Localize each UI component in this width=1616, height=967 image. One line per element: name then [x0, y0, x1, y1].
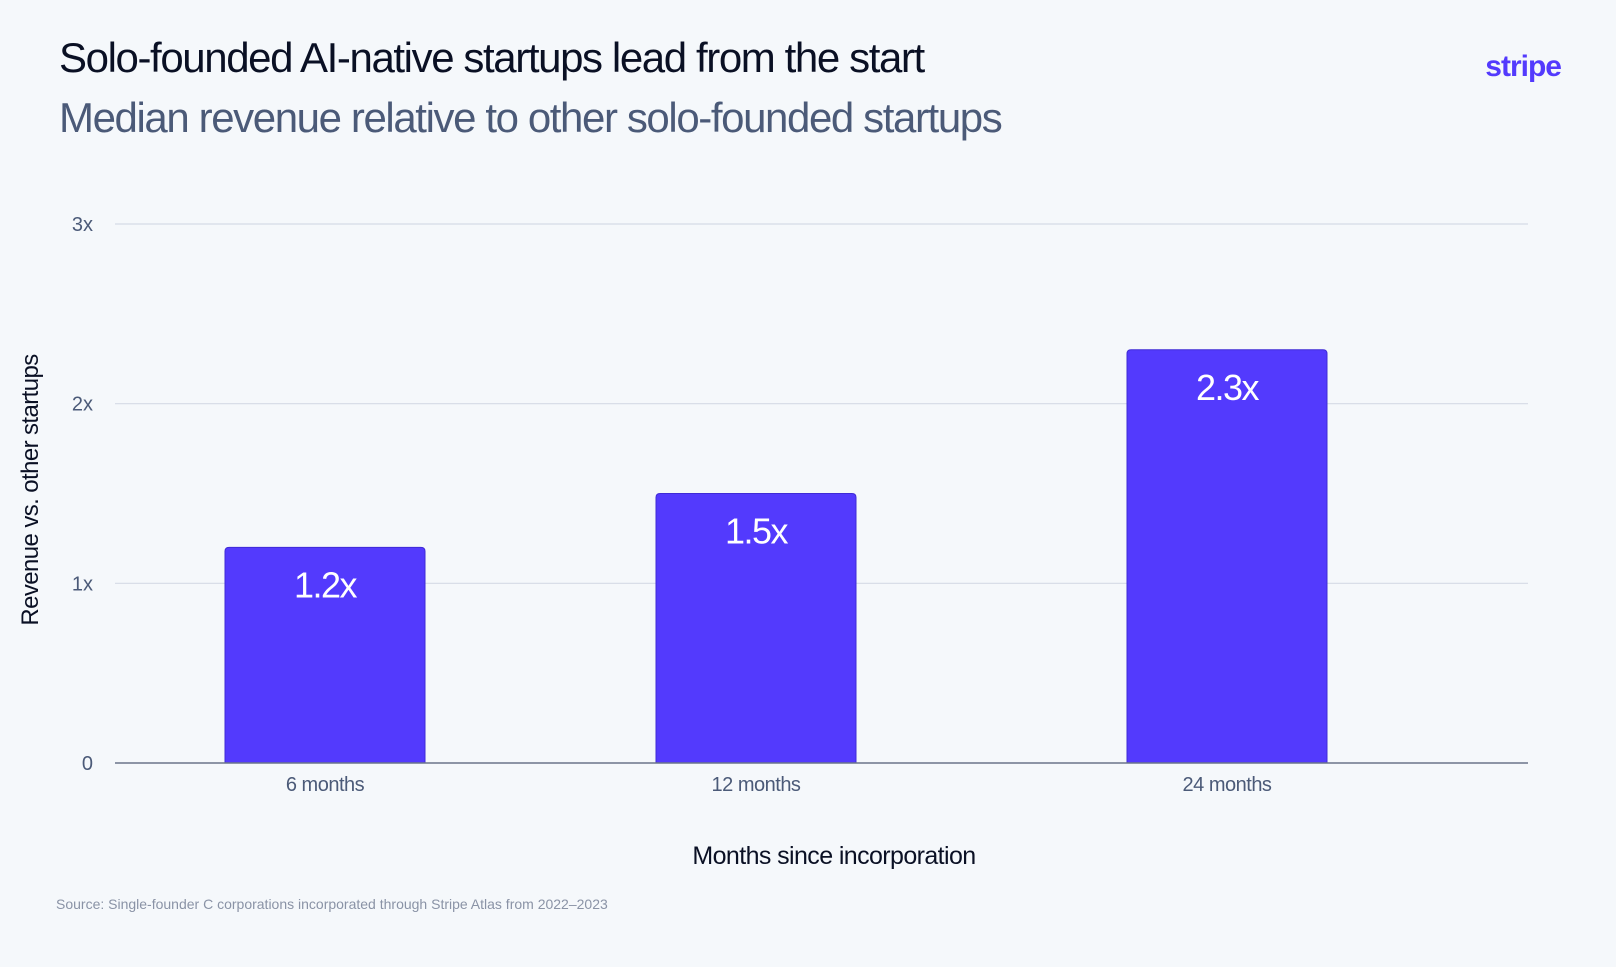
y-tick-label: 3x — [72, 214, 93, 236]
chart-title: Solo-founded AI-native startups lead fro… — [59, 34, 925, 81]
bar-data-label: 1.5x — [725, 511, 789, 552]
bar-data-label: 2.3x — [1196, 367, 1260, 408]
x-tick-label: 6 months — [286, 774, 365, 796]
chart-subtitle: Median revenue relative to other solo-fo… — [59, 94, 1003, 141]
x-tick-label: 24 months — [1183, 774, 1272, 796]
y-axis-label: Revenue vs. other startups — [17, 354, 44, 626]
bar — [1126, 349, 1328, 764]
source-note: Source: Single-founder C corporations in… — [56, 896, 608, 912]
y-tick-label: 0 — [82, 753, 93, 775]
bar-data-label: 1.2x — [294, 564, 358, 605]
x-tick-label: 12 months — [712, 774, 801, 796]
x-axis-label: Months since incorporation — [692, 842, 975, 870]
x-tick-labels: 6 months 12 months 24 months — [286, 774, 1273, 796]
bars: 1.2x 1.5x 2.3x — [224, 349, 1328, 764]
y-tick-labels: 0 1x 2x 3x — [72, 214, 93, 775]
stripe-logo: stripe — [1485, 50, 1562, 83]
y-tick-label: 2x — [72, 394, 93, 416]
bar — [655, 493, 857, 764]
y-tick-label: 1x — [72, 573, 93, 595]
bar — [224, 546, 426, 764]
